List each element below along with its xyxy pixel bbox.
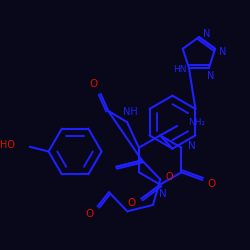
Text: N: N [219, 47, 226, 57]
Text: NH: NH [122, 107, 137, 117]
Text: NH₂: NH₂ [188, 118, 206, 127]
Text: N: N [207, 71, 214, 81]
Text: HN: HN [173, 65, 186, 74]
Text: O: O [85, 209, 93, 219]
Text: N: N [159, 189, 167, 199]
Text: O: O [89, 79, 97, 89]
Text: HO: HO [0, 140, 14, 150]
Text: N: N [203, 29, 210, 39]
Text: O: O [128, 198, 136, 208]
Text: O: O [208, 179, 216, 189]
Text: O: O [166, 172, 173, 182]
Text: N: N [188, 141, 196, 151]
